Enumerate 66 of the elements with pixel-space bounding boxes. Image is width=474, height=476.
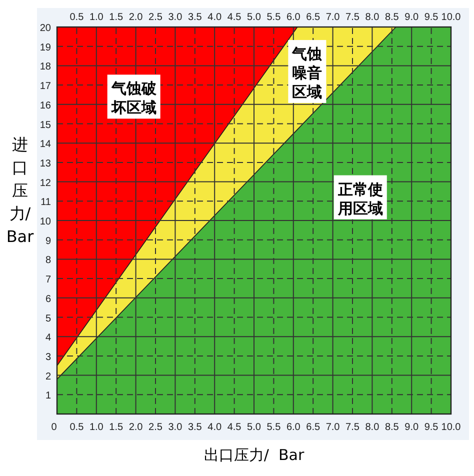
x2-tick-label: 8.0 [365, 12, 380, 23]
y-tick-label: 16 [40, 100, 52, 112]
x2-tick-label: 3.0 [168, 12, 183, 23]
y-tick-label: 5 [45, 313, 52, 324]
x2-tick-label: 5.5 [266, 12, 282, 23]
x-tick-label: 1.5 [109, 422, 124, 433]
y-tick-label: 18 [40, 62, 52, 73]
x2-tick-label: 7.0 [326, 12, 340, 23]
x-tick-label: 5.0 [247, 422, 262, 433]
x2-tick-label: 6.5 [306, 12, 320, 23]
x-tick-label: 1.0 [89, 422, 104, 433]
x-tick-label: 4.5 [227, 422, 242, 433]
x-tick-label: 10.0 [441, 422, 462, 433]
y-tick-label: 1 [45, 390, 52, 402]
x2-tick-label: 4.5 [227, 12, 242, 23]
x-tick-label: 9.5 [424, 422, 439, 433]
y-tick-label: 3 [45, 352, 52, 363]
y-tick-label: 9 [45, 236, 52, 247]
x-tick-label: 3.5 [188, 422, 202, 433]
y-tick-label: 12 [40, 178, 52, 189]
y-tick-label: 11 [40, 197, 52, 208]
x2-tick-label: 8.5 [384, 12, 400, 23]
x2-tick-label: 2.0 [128, 12, 144, 23]
y-tick-label: 14 [40, 139, 52, 150]
x-tick-label: 5.5 [266, 422, 282, 433]
x2-tick-label: 5.0 [247, 12, 262, 23]
x-tick-label: 8.0 [365, 422, 380, 433]
y-tick-label: 20 [40, 23, 52, 34]
x2-tick-label: 4.0 [208, 12, 222, 23]
y-tick-label: 15 [40, 120, 52, 131]
x-axis-title: 出口压力/ Bar [204, 446, 305, 464]
y-tick-label: 6 [45, 294, 52, 305]
x-tick-label: 7.5 [346, 422, 360, 433]
x2-tick-label: 0.5 [70, 12, 84, 23]
series-label: 气蚀破坏区域 [110, 80, 158, 117]
x2-tick-label: 7.5 [346, 12, 360, 23]
x-tick-label: 0 [51, 422, 58, 433]
x-tick-label: 7.0 [326, 422, 340, 433]
y-tick-label: 13 [40, 158, 52, 170]
y-tick-label: 10 [40, 216, 52, 228]
y-axis-title: 进口压力/ Bar [6, 135, 34, 246]
x2-tick-label: 1.0 [89, 12, 104, 23]
x-tick-label: 3.0 [168, 422, 183, 433]
x2-tick-label: 3.5 [188, 12, 202, 23]
x-tick-label: 9.0 [404, 422, 419, 433]
series-label: 正常使用区域 [336, 180, 383, 218]
y-tick-label: 8 [45, 255, 52, 266]
x2-tick-label: 1.5 [109, 12, 124, 23]
y-tick-label: 2 [45, 371, 52, 382]
x2-tick-label: 9.5 [424, 12, 439, 23]
x2-tick-label: 2.5 [148, 12, 163, 23]
y-tick-label: 17 [40, 81, 52, 92]
x2-tick-label: 9.0 [404, 12, 419, 23]
x2-tick-label: 6.0 [286, 12, 301, 23]
y-tick-label: 7 [45, 274, 52, 286]
x-tick-label: 0.5 [70, 422, 84, 433]
x-tick-label: 2.0 [128, 422, 144, 433]
x-tick-label: 4.0 [208, 422, 222, 433]
series-label: 气蚀噪音区域 [291, 45, 322, 102]
y-tick-label: 19 [40, 42, 52, 54]
y-tick-label: 4 [45, 332, 52, 344]
x2-tick-label: 10.0 [441, 12, 462, 23]
x-tick-label: 8.5 [384, 422, 400, 433]
x-tick-label: 6.0 [286, 422, 301, 433]
x-tick-label: 2.5 [148, 422, 163, 433]
x-tick-label: 6.5 [306, 422, 320, 433]
